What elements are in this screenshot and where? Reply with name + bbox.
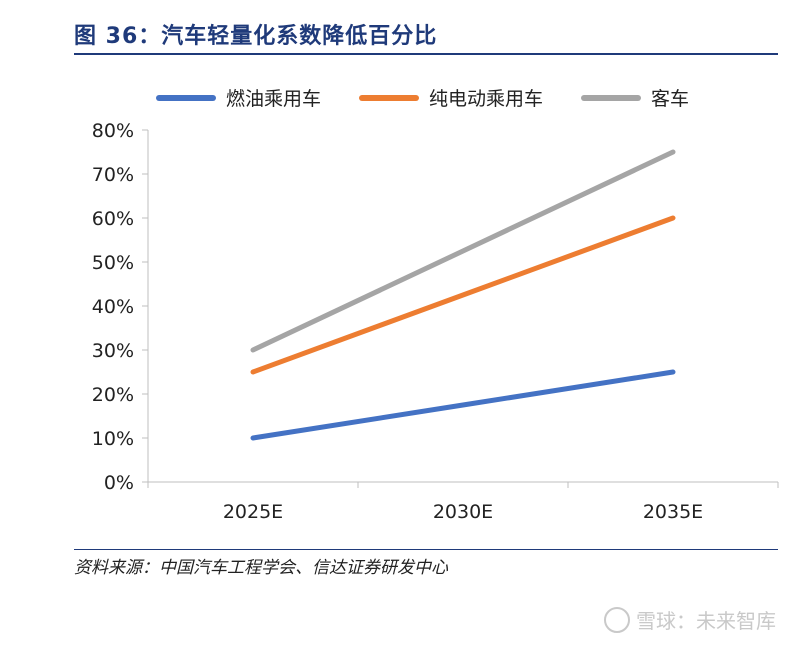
y-tick-label: 60% [92, 208, 134, 230]
source-divider [74, 549, 778, 550]
y-tick-label: 20% [92, 384, 134, 406]
x-tick-label: 2025E [223, 501, 283, 523]
y-tick-label: 10% [92, 428, 134, 450]
watermark-text: 雪球：未来智库 [636, 609, 776, 633]
legend-label-bus: 客车 [651, 88, 690, 110]
y-tick-label: 70% [92, 164, 134, 186]
series-line-2 [250, 149, 676, 353]
title-divider [74, 53, 778, 55]
legend-swatch-bus [581, 94, 642, 101]
legend-item-ev: 纯电动乘用车 [359, 84, 543, 111]
series-line-0 [250, 369, 676, 441]
series-line-1 [250, 215, 676, 375]
y-tick-label: 50% [92, 252, 134, 274]
y-tick-label: 80% [92, 120, 134, 142]
y-tick-label: 30% [92, 340, 134, 362]
legend-item-bus: 客车 [581, 84, 689, 111]
legend-swatch-ev [359, 94, 420, 101]
watermark: 雪球：未来智库 [604, 605, 776, 634]
legend: 燃油乘用车 纯电动乘用车 客车 [156, 84, 689, 111]
legend-label-ev: 纯电动乘用车 [429, 88, 544, 110]
y-tick-label: 40% [92, 296, 134, 318]
legend-label-fuel: 燃油乘用车 [226, 88, 322, 110]
watermark-logo-icon [604, 606, 630, 633]
legend-item-fuel: 燃油乘用车 [156, 84, 321, 111]
x-tick-label: 2035E [643, 501, 703, 523]
legend-swatch-fuel [156, 94, 216, 101]
chart-title: 图 36：汽车轻量化系数降低百分比 [74, 24, 438, 49]
y-tick-label: 0% [104, 472, 134, 494]
x-tick-label: 2030E [433, 501, 493, 523]
source-note: 资料来源：中国汽车工程学会、信达证券研发中心 [74, 558, 448, 578]
